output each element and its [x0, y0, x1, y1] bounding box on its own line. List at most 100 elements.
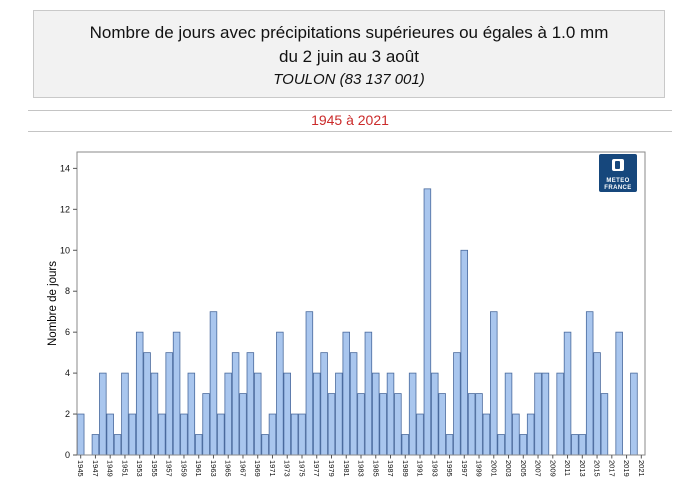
y-axis-title: Nombre de jours [47, 261, 59, 346]
x-tick-label: 1997 [460, 460, 469, 477]
bar-1962 [202, 393, 210, 456]
bar-1986 [379, 393, 387, 456]
bar-1973 [283, 372, 291, 456]
x-tick-label: 2015 [593, 460, 602, 477]
bar-2016 [600, 393, 609, 456]
bar-1984 [364, 331, 373, 456]
bar-1963 [209, 311, 218, 456]
bar-2000 [482, 413, 491, 456]
bar-1988 [394, 393, 402, 456]
bar-1989 [401, 434, 410, 456]
x-tick-label: 1959 [179, 460, 188, 477]
bar-chart-svg: 0 2 4 6 8 10 12 14 1945 1947 1949 1951 1953 1955 1957 1… [47, 151, 646, 477]
bar-1945 [76, 413, 85, 456]
bar-1978 [320, 352, 328, 456]
logo-text-line-1: METEO [606, 178, 630, 184]
y-tick-label: 2 [65, 409, 70, 419]
bar-1995 [445, 434, 454, 456]
y-tick-label: 6 [65, 327, 70, 337]
x-tick-label: 1979 [327, 460, 336, 477]
bar-1985 [372, 372, 380, 456]
x-tick-label: 1945 [76, 460, 85, 477]
bar-2013 [578, 434, 587, 456]
x-tick-label: 2021 [637, 460, 646, 477]
x-tick-label: 1999 [475, 460, 484, 477]
bar-2014 [585, 311, 594, 456]
meteo-france-logo-text: METEO FRANCE [599, 178, 637, 192]
bar-1990 [408, 372, 417, 456]
period-label: 1945 à 2021 [311, 112, 389, 128]
bar-2011 [563, 331, 572, 456]
bar-2018 [615, 331, 623, 456]
bar-1947 [91, 434, 100, 456]
bar-2012 [571, 434, 579, 456]
meteo-france-logo-icon [612, 159, 624, 171]
bar-2005 [519, 434, 528, 456]
bar-1970 [261, 434, 269, 456]
x-tick-label: 1961 [194, 460, 203, 477]
bar-1980 [335, 372, 343, 456]
x-tick-label: 1995 [445, 460, 454, 477]
chart-area: 0 2 4 6 8 10 12 14 1945 1947 1949 1951 1953 1955 1957 1… [0, 138, 700, 498]
bar-1959 [180, 413, 188, 456]
bar-1999 [475, 393, 483, 456]
x-tick-label: 1965 [224, 460, 233, 477]
x-tick-label: 2003 [504, 460, 513, 477]
y-tick-label: 8 [65, 286, 70, 296]
bar-1979 [327, 393, 336, 456]
bar-1987 [386, 372, 395, 456]
x-tick-label: 1991 [416, 460, 425, 477]
x-tick-label: 1989 [401, 460, 410, 477]
x-tick-label: 1955 [150, 460, 159, 477]
x-tick-label: 1987 [386, 460, 395, 477]
station-name: TOULON (83 137 001) [273, 71, 425, 88]
bar-1983 [357, 393, 365, 456]
chart-title-line-2: du 2 juin au 3 août [279, 47, 419, 66]
divider-top [28, 110, 672, 111]
meteo-france-logo: METEO FRANCE [599, 154, 637, 192]
x-tick-label: 1983 [357, 460, 366, 477]
bar-1961 [194, 434, 203, 456]
bar-1957 [165, 352, 173, 456]
x-tick-label: 1947 [91, 460, 100, 477]
bar-1960 [187, 372, 196, 456]
bar-1976 [305, 311, 314, 456]
bar-1966 [231, 352, 240, 456]
bar-1974 [290, 413, 299, 456]
bar-2003 [504, 372, 513, 456]
chart-title-line-1: Nombre de jours avec précipitations supé… [89, 23, 609, 42]
x-tick-label: 1977 [312, 460, 321, 477]
x-tick-label: 2017 [607, 460, 616, 477]
bar-2015 [593, 352, 601, 456]
bar-1955 [150, 372, 159, 456]
logo-text-line-2: FRANCE [604, 185, 632, 191]
x-tick-label: 1949 [106, 460, 115, 477]
bar-1964 [217, 413, 225, 456]
x-tick-label: 1973 [283, 460, 292, 477]
x-tick-label: 1953 [135, 460, 144, 477]
bar-2004 [512, 413, 520, 456]
x-tick-label: 2009 [548, 460, 557, 477]
x-tick-label: 1967 [238, 460, 247, 477]
bar-2002 [497, 434, 505, 456]
bar-1996 [453, 352, 461, 456]
divider-bottom [28, 131, 672, 132]
bar-1958 [172, 331, 181, 456]
x-tick-label: 1963 [209, 460, 218, 477]
bar-1991 [416, 413, 424, 456]
x-tick-label: 2013 [578, 460, 587, 477]
x-tick-label: 2019 [622, 460, 631, 477]
x-tick-label: 1969 [253, 460, 262, 477]
x-tick-label: 1981 [342, 460, 351, 477]
x-tick-label: 1971 [268, 460, 277, 477]
bar-1994 [438, 393, 446, 456]
bar-1998 [467, 393, 476, 456]
bar-1956 [158, 413, 166, 456]
bar-2010 [556, 372, 564, 456]
x-tick-label: 1975 [297, 460, 306, 477]
bar-2008 [541, 372, 550, 456]
bar-2006 [526, 413, 535, 456]
x-tick-label: 1951 [120, 460, 129, 477]
bar-1967 [239, 393, 247, 456]
bar-1950 [113, 434, 122, 456]
